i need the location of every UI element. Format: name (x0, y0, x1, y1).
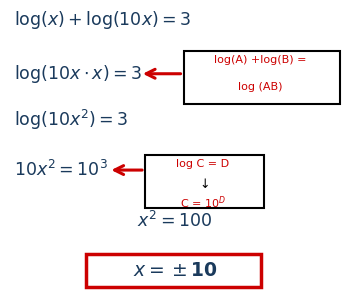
Text: $x = \pm\mathbf{10}$: $x = \pm\mathbf{10}$ (133, 261, 217, 281)
Text: log (AB): log (AB) (238, 82, 283, 92)
Text: C = $10^D$: C = $10^D$ (180, 195, 226, 212)
Text: $\log(10x^2) = 3$: $\log(10x^2) = 3$ (14, 108, 128, 132)
Text: $\log(x) + \log(10x) = 3$: $\log(x) + \log(10x) = 3$ (14, 8, 191, 31)
FancyBboxPatch shape (184, 51, 340, 104)
Text: $\log(10x \cdot x) = 3$: $\log(10x \cdot x) = 3$ (14, 63, 142, 85)
FancyBboxPatch shape (145, 155, 264, 208)
Text: log(A) +log(B) =: log(A) +log(B) = (215, 55, 307, 65)
Text: $\downarrow$: $\downarrow$ (197, 177, 209, 191)
Text: $10x^2 = 10^3$: $10x^2 = 10^3$ (14, 160, 108, 180)
Text: $x^2 = 100$: $x^2 = 100$ (138, 211, 212, 231)
Text: log C = D: log C = D (176, 159, 230, 169)
